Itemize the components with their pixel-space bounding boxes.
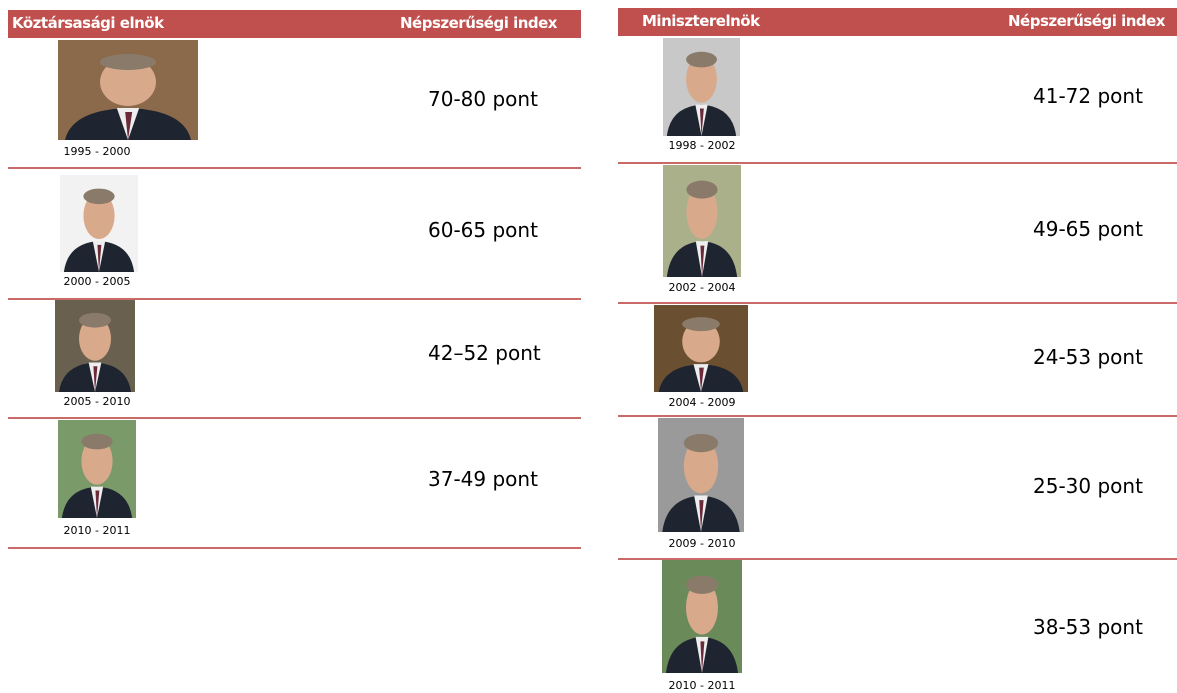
row-separator: [618, 162, 1177, 164]
table-header: Miniszterelnök Népszerűségi index: [618, 8, 1177, 36]
term-years: 2004 - 2009: [652, 396, 752, 409]
page: Köztársasági elnök Népszerűségi index 199…: [0, 0, 1177, 693]
popularity-index: 60-65 pont: [428, 218, 538, 242]
header-label: Népszerűségi index: [400, 14, 557, 32]
row-separator: [618, 302, 1177, 304]
popularity-index: 49-65 pont: [1033, 217, 1143, 241]
portrait: [55, 300, 135, 392]
header-label: Népszerűségi index: [1008, 12, 1165, 30]
row-separator: [618, 415, 1177, 417]
popularity-index: 41-72 pont: [1033, 84, 1143, 108]
portrait: [58, 420, 136, 518]
term-years: 2010 - 2011: [47, 524, 147, 537]
term-years: 1995 - 2000: [47, 145, 147, 158]
popularity-index: 37-49 pont: [428, 467, 538, 491]
term-years: 2000 - 2005: [47, 275, 147, 288]
popularity-index: 70-80 pont: [428, 87, 538, 111]
portrait: [663, 165, 741, 277]
term-years: 1998 - 2002: [652, 139, 752, 152]
row-separator: [8, 547, 581, 549]
term-years: 2010 - 2011: [652, 679, 752, 692]
table-header: Köztársasági elnök Népszerűségi index: [8, 10, 581, 38]
popularity-index: 25-30 pont: [1033, 474, 1143, 498]
popularity-index: 42–52 pont: [428, 341, 541, 365]
term-years: 2005 - 2010: [47, 395, 147, 408]
term-years: 2009 - 2010: [652, 537, 752, 550]
header-label: Miniszterelnök: [642, 12, 760, 30]
portrait: [663, 38, 740, 136]
portrait: [654, 305, 748, 392]
header-label: Köztársasági elnök: [12, 14, 164, 32]
row-separator: [8, 417, 581, 419]
term-years: 2002 - 2004: [652, 281, 752, 294]
popularity-index: 24-53 pont: [1033, 345, 1143, 369]
popularity-index: 38-53 pont: [1033, 615, 1143, 639]
portrait: [60, 175, 138, 272]
portrait: [58, 40, 198, 140]
portrait: [658, 418, 744, 532]
row-separator: [8, 167, 581, 169]
portrait: [662, 560, 742, 673]
